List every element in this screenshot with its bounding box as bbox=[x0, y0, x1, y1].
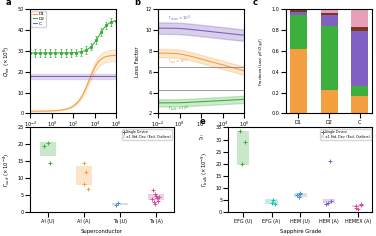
Text: b: b bbox=[134, 0, 140, 7]
D2 bbox=[114, 19, 119, 22]
Bar bbox=[237, 131, 249, 165]
X-axis label: Mode: Mode bbox=[321, 130, 337, 135]
Bar bbox=[290, 49, 307, 113]
Bar bbox=[290, 12, 307, 15]
Y-axis label: Loss Factor: Loss Factor bbox=[135, 46, 140, 77]
Bar bbox=[351, 31, 368, 86]
D2 bbox=[79, 50, 84, 53]
Bar bbox=[321, 9, 338, 13]
D1 bbox=[106, 55, 111, 58]
Bar bbox=[265, 199, 278, 204]
Bar bbox=[321, 15, 338, 25]
X-axis label: Sapphire Grade: Sapphire Grade bbox=[280, 229, 321, 234]
Text: $\Gamma_{seam}$ $\times10^4$: $\Gamma_{seam}$ $\times10^4$ bbox=[168, 13, 190, 23]
Text: $\Gamma_{bulk}$ $\times10^4$: $\Gamma_{bulk}$ $\times10^4$ bbox=[168, 103, 189, 113]
C bbox=[106, 75, 111, 78]
D2 bbox=[79, 50, 83, 53]
Legend: D1, D2, C: D1, D2, C bbox=[32, 11, 46, 27]
Bar bbox=[76, 165, 92, 185]
X-axis label: $\bar{n}$: $\bar{n}$ bbox=[198, 134, 204, 143]
C bbox=[114, 75, 119, 78]
C bbox=[81, 75, 85, 78]
D1 bbox=[81, 93, 85, 96]
D2 bbox=[106, 22, 111, 25]
D1 bbox=[79, 95, 84, 98]
D1 bbox=[28, 110, 33, 113]
Bar bbox=[148, 194, 164, 200]
X-axis label: Superconductor: Superconductor bbox=[81, 229, 123, 234]
Bar bbox=[351, 27, 368, 31]
Line: D1: D1 bbox=[30, 55, 117, 111]
Text: a: a bbox=[6, 0, 12, 7]
D1 bbox=[79, 96, 83, 99]
Bar bbox=[321, 13, 338, 15]
Bar bbox=[290, 9, 307, 10]
C bbox=[101, 75, 105, 78]
C bbox=[28, 75, 32, 78]
Line: D2: D2 bbox=[30, 21, 117, 53]
Legend: Single Device, ±1 Std. Dev. (Excl. Outliers): Single Device, ±1 Std. Dev. (Excl. Outli… bbox=[122, 129, 172, 139]
Bar bbox=[321, 25, 338, 90]
D1 bbox=[101, 57, 105, 59]
Bar bbox=[351, 9, 368, 27]
Y-axis label: Fractional Loss $p_i\Gamma_i/\Sigma_j p_j\Gamma_j$: Fractional Loss $p_i\Gamma_i/\Sigma_j p_… bbox=[258, 37, 266, 86]
Bar bbox=[321, 90, 338, 113]
Y-axis label: $Q_{int}$ ($\times10^6$): $Q_{int}$ ($\times10^6$) bbox=[2, 46, 12, 77]
Bar bbox=[112, 203, 128, 205]
D1 bbox=[114, 54, 119, 57]
Bar bbox=[40, 142, 56, 156]
D2 bbox=[81, 50, 85, 53]
Text: $\Gamma_{ext}$ $\times10^3$: $\Gamma_{ext}$ $\times10^3$ bbox=[168, 56, 187, 66]
Bar bbox=[351, 86, 368, 96]
Y-axis label: $\Gamma_{surf}$ ($\times10^{-4}$): $\Gamma_{surf}$ ($\times10^{-4}$) bbox=[2, 153, 12, 187]
X-axis label: $\bar{n}$: $\bar{n}$ bbox=[70, 134, 76, 143]
Y-axis label: $\Gamma_{bulk}$ ($\times10^{-9}$): $\Gamma_{bulk}$ ($\times10^{-9}$) bbox=[200, 152, 211, 187]
Bar bbox=[290, 15, 307, 49]
Bar bbox=[323, 199, 335, 203]
D2 bbox=[28, 52, 33, 55]
Text: e: e bbox=[200, 117, 205, 126]
C bbox=[79, 75, 83, 78]
D2 bbox=[101, 28, 105, 31]
C bbox=[28, 75, 33, 78]
Bar bbox=[290, 10, 307, 12]
Bar bbox=[352, 205, 364, 207]
Bar bbox=[351, 96, 368, 113]
D2 bbox=[28, 52, 32, 55]
Bar bbox=[294, 193, 307, 197]
Legend: Single Device, ±1 Std. Dev. (Excl. Outliers): Single Device, ±1 Std. Dev. (Excl. Outli… bbox=[320, 129, 371, 139]
D1 bbox=[28, 110, 32, 113]
Text: c: c bbox=[253, 0, 258, 7]
C bbox=[79, 75, 84, 78]
